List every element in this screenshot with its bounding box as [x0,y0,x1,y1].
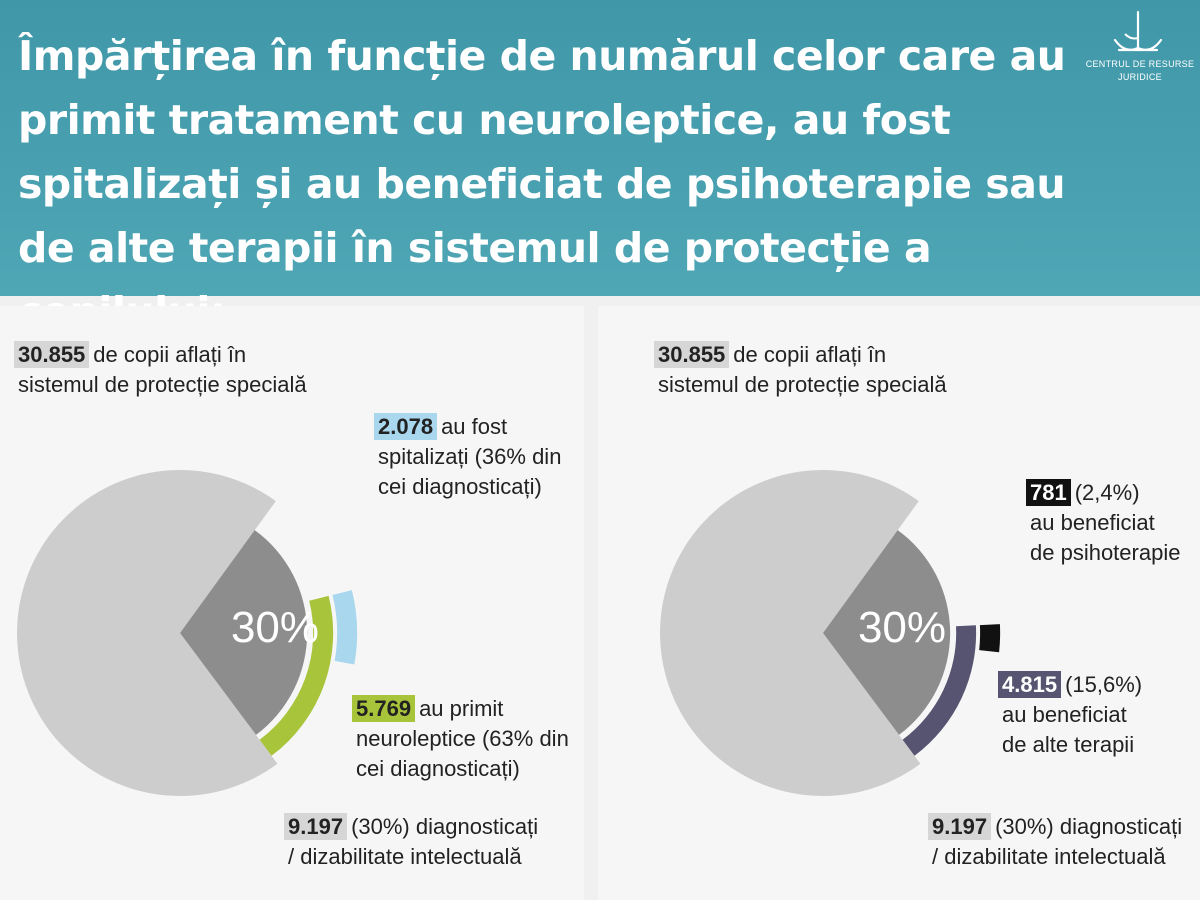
pie-slice-diagnosed [823,530,951,735]
total-label: 30.855 de copii aflați în sistemul de pro… [14,340,307,400]
hospitalized-label: 2.078 au fost spitalizați (36% din cei di… [374,412,561,502]
hospitalized-text-1: au fost [441,414,508,439]
page-title: Împărțirea în funcție de numărul celor c… [18,32,1066,336]
total-number: 30.855 [14,341,90,368]
logo-mark-icon [1113,10,1163,52]
hospitalized-text-2: spitalizați (36% din [378,444,562,469]
diagnosed-text-2: / dizabilitate intelectuală [932,844,1166,869]
logo: CENTRUL DE RESURSE JURIDICE [1085,10,1195,100]
left-pie-chart [17,469,358,796]
header-banner: Împărțirea în funcție de numărul celor c… [0,0,1200,336]
pie-slice-diagnosed [180,530,308,735]
other-therapies-text-2: au beneficiat [1002,702,1127,727]
diagnosed-label: 9.197 (30%) diagnosticați / dizabilitate … [284,812,538,872]
diagnosed-text-1: (30%) diagnosticați [351,814,539,839]
diagnosed-number: 9.197 [284,813,348,840]
right-pie-chart [660,469,1001,796]
psychotherapy-label: 781 (2,4%) au beneficiat de psihoterapie [1026,478,1180,568]
total-text-2: sistemul de protecție specială [658,372,947,397]
psychotherapy-number: 781 [1026,479,1071,506]
other-therapies-text-1: (15,6%) [1065,672,1143,697]
diagnosed-text-1: (30%) diagnosticați [995,814,1183,839]
center-percent-label: 30% [230,603,320,652]
logo-text-line2: JURIDICE [1118,72,1162,82]
other-therapies-label: 4.815 (15,6%) au beneficiat de alte terap… [998,670,1142,760]
total-number: 30.855 [654,341,730,368]
total-text-1: de copii aflați în [733,342,887,367]
total-text-1: de copii aflați în [93,342,247,367]
neuroleptics-number: 5.769 [352,695,416,722]
diagnosed-label: 9.197 (30%) diagnosticați / dizabilitate … [928,812,1182,872]
total-label: 30.855 de copii aflați în sistemul de pro… [654,340,947,400]
pie-slice-rest [660,469,921,796]
psychotherapy-text-1: (2,4%) [1074,480,1140,505]
neuroleptics-text-1: au primit [419,696,504,721]
neuroleptics-text-3: cei diagnosticați) [356,756,520,781]
arc-hospitalized [332,590,358,665]
neuroleptics-text-2: neuroleptice (63% din [356,726,569,751]
arc-psychotherapy [979,624,1001,653]
other-therapies-number: 4.815 [998,671,1062,698]
arc-other-therapies [902,625,977,756]
diagnosed-number: 9.197 [928,813,992,840]
center-percent-label: 30% [857,603,947,652]
psychotherapy-text-2: au beneficiat [1030,510,1155,535]
neuroleptics-label: 5.769 au primit neuroleptice (63% din cei… [352,694,569,784]
left-chart-panel: 30% 30.855 de copii aflați în sistemul de… [0,306,584,900]
right-chart-panel: 30% 30.855 de copii aflați în sistemul de… [598,306,1200,900]
hospitalized-text-3: cei diagnosticați) [378,474,542,499]
logo-text-line1: CENTRUL DE RESURSE [1085,59,1195,69]
other-therapies-text-3: de alte terapii [1002,732,1135,757]
total-text-2: sistemul de protecție specială [18,372,307,397]
arc-neuroleptics [259,595,334,756]
pie-slice-rest [17,469,278,796]
psychotherapy-text-3: de psihoterapie [1030,540,1181,565]
hospitalized-number: 2.078 [374,413,438,440]
diagnosed-text-2: / dizabilitate intelectuală [288,844,522,869]
